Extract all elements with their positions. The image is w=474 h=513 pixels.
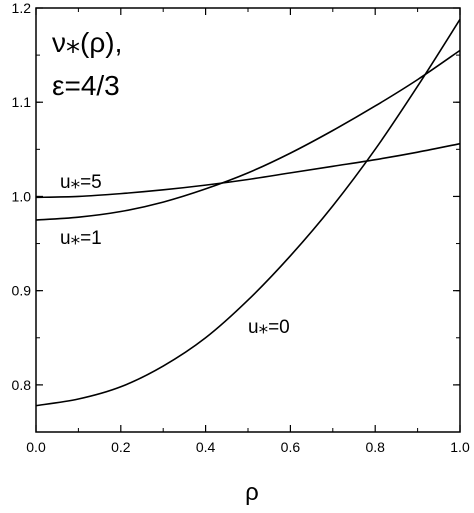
x-tick-label: 0.2: [111, 439, 131, 455]
x-tick-label: 0.0: [26, 439, 46, 455]
x-tick-label: 1.0: [450, 439, 470, 455]
y-tick-label: 1.2: [12, 0, 32, 16]
series-label-u1: u⁎=1: [60, 228, 102, 249]
series-group: [35, 18, 461, 407]
x-tick-label: 0.4: [196, 439, 216, 455]
x-tick-label: 0.8: [365, 439, 385, 455]
x-axis-label: ρ: [245, 479, 259, 506]
y-tick-label: 0.9: [12, 283, 32, 299]
series-line-1: [35, 49, 461, 221]
series-label-u0: u⁎=0: [248, 317, 290, 338]
series-line-2: [35, 18, 461, 407]
axis-ticks: 0.0 0.2 0.4 0.6 0.8 1.0 0.8 0.9 1.0 1.1 1.2: [12, 0, 470, 455]
x-tick-label: 0.6: [281, 439, 301, 455]
y-tick-label: 0.8: [12, 377, 32, 393]
chart-title-line1: ν⁎(ρ),: [52, 27, 122, 58]
chart-title-line2: ε=4/3: [52, 70, 120, 101]
y-tick-label: 1.0: [12, 188, 32, 204]
series-line-0: [35, 142, 461, 199]
y-tick-label: 1.1: [12, 94, 32, 110]
series-label-u5: u⁎=5: [60, 172, 102, 193]
